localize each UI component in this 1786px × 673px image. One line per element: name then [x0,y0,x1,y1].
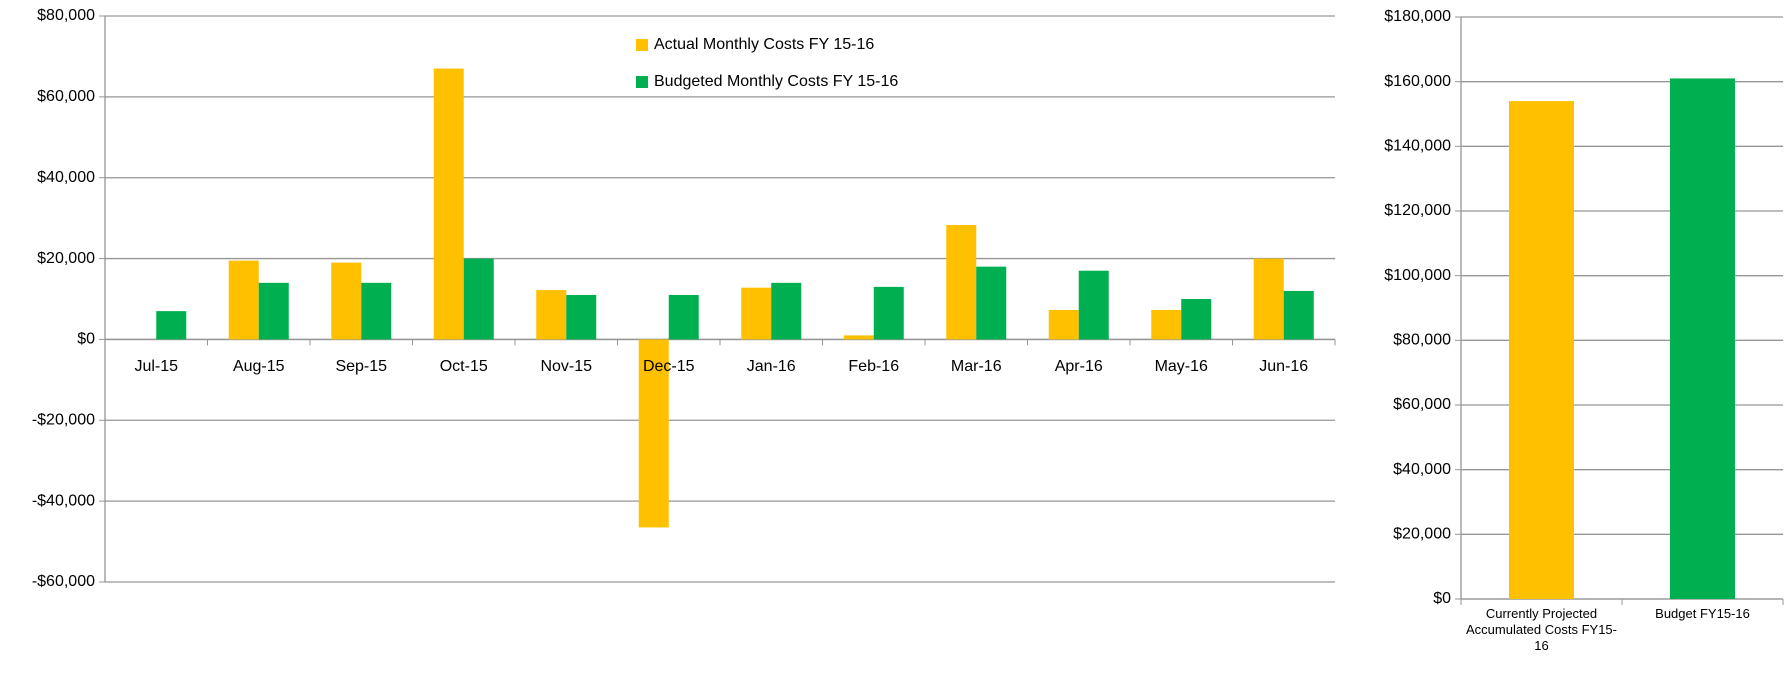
bar [843,335,874,340]
bar [463,258,494,340]
x-tick-label: Currently Projected Accumulated Costs FY… [1465,606,1617,653]
x-tick-label: Mar-16 [951,358,1002,375]
bar [361,282,392,340]
y-tick-label: -$60,000 [32,573,95,590]
bar [1670,78,1735,599]
y-tick-label: $180,000 [1384,8,1451,25]
y-tick-label: $120,000 [1384,202,1451,219]
y-tick-label: $0 [1433,590,1451,607]
y-tick-label: -$20,000 [32,412,95,429]
bar [1509,101,1574,600]
x-tick-label: Dec-15 [643,358,695,375]
legend-swatch [636,76,648,88]
x-tick-label-box: Budget FY15-16 [1655,606,1750,621]
bar [946,225,977,340]
bar [1283,290,1314,340]
y-tick-label: $40,000 [1393,461,1451,478]
bar [1048,309,1079,340]
y-tick-label: $80,000 [1393,332,1451,349]
x-tick-label: Sep-15 [335,358,387,375]
bar [1181,299,1212,340]
bar [638,339,669,528]
y-tick-label: $140,000 [1384,138,1451,155]
y-tick-label: -$40,000 [32,492,95,509]
x-tick-label: Jul-15 [134,358,178,375]
y-tick-label: $20,000 [1393,526,1451,543]
bar [771,282,802,340]
bar [741,287,772,340]
y-tick-label: $40,000 [37,169,95,186]
bar [228,260,259,340]
x-tick-label: Jun-16 [1259,358,1308,375]
bar [433,68,464,340]
y-tick-label: $80,000 [37,7,95,24]
y-tick-label: $100,000 [1384,267,1451,284]
legend-swatch [636,39,648,51]
x-tick-label: Aug-15 [233,358,285,375]
bar [1078,270,1109,340]
y-tick-label: $0 [77,331,95,348]
y-tick-label: $60,000 [1393,396,1451,413]
y-tick-label: $60,000 [37,88,95,105]
x-tick-label: May-16 [1155,358,1208,375]
x-tick-label: Budget FY15-16 [1655,606,1750,621]
bar [1253,258,1284,340]
bar [331,262,362,340]
bar [976,266,1007,340]
x-tick-label: Feb-16 [848,358,899,375]
y-tick-label: $160,000 [1384,73,1451,90]
legend-label: Budgeted Monthly Costs FY 15-16 [654,73,898,90]
y-tick-label: $20,000 [37,250,95,267]
x-tick-label: Nov-15 [540,358,592,375]
x-tick-label-box: Currently Projected Accumulated Costs FY… [1465,606,1617,653]
bar [1151,309,1182,340]
bar [156,311,187,340]
bar [566,294,597,340]
x-tick-label: Jan-16 [747,358,796,375]
x-tick-label: Oct-15 [440,358,488,375]
bar [873,286,904,340]
bar [536,290,567,340]
x-tick-label: Apr-16 [1055,358,1103,375]
bar [668,294,699,340]
bar [258,282,289,340]
legend-label: Actual Monthly Costs FY 15-16 [654,36,874,53]
